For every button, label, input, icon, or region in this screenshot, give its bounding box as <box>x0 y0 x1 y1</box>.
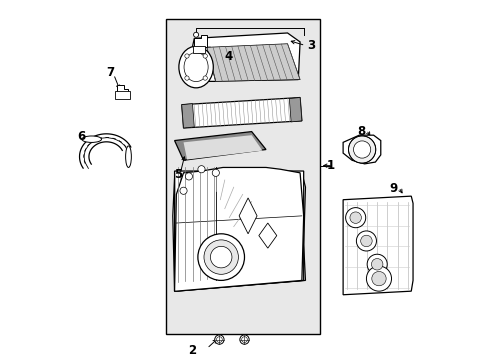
Circle shape <box>348 136 375 163</box>
Circle shape <box>356 231 376 251</box>
Polygon shape <box>174 132 265 160</box>
Circle shape <box>203 240 238 274</box>
Bar <box>165 19 319 334</box>
Ellipse shape <box>183 53 208 82</box>
Text: 6: 6 <box>77 130 85 144</box>
Circle shape <box>241 337 247 342</box>
Circle shape <box>360 235 371 247</box>
Circle shape <box>210 246 231 268</box>
Polygon shape <box>194 35 206 47</box>
Polygon shape <box>188 33 300 81</box>
Ellipse shape <box>81 136 102 143</box>
Circle shape <box>353 141 370 158</box>
Polygon shape <box>239 198 257 234</box>
Circle shape <box>203 54 207 58</box>
Circle shape <box>193 32 198 37</box>
Polygon shape <box>183 135 262 159</box>
Circle shape <box>214 335 224 344</box>
Circle shape <box>185 173 192 180</box>
Text: 4: 4 <box>224 50 232 63</box>
Text: 3: 3 <box>306 39 314 52</box>
Polygon shape <box>343 135 380 164</box>
Circle shape <box>195 40 200 44</box>
Text: 7: 7 <box>106 66 114 79</box>
Text: 5: 5 <box>174 168 182 181</box>
Circle shape <box>239 335 249 344</box>
Circle shape <box>366 254 386 274</box>
Polygon shape <box>174 167 303 291</box>
Polygon shape <box>117 85 128 94</box>
Circle shape <box>216 337 222 342</box>
Circle shape <box>371 258 382 270</box>
Circle shape <box>198 166 204 173</box>
Polygon shape <box>289 98 301 122</box>
Polygon shape <box>182 98 301 128</box>
Circle shape <box>371 271 386 286</box>
Polygon shape <box>258 223 276 248</box>
Circle shape <box>366 266 391 291</box>
Circle shape <box>184 54 189 58</box>
Circle shape <box>198 234 244 280</box>
Text: 1: 1 <box>326 159 334 172</box>
Polygon shape <box>183 45 215 81</box>
Polygon shape <box>206 44 300 81</box>
Circle shape <box>180 187 187 194</box>
Text: 2: 2 <box>188 344 196 357</box>
Circle shape <box>212 169 219 176</box>
Polygon shape <box>182 104 194 128</box>
Bar <box>115 91 129 99</box>
Polygon shape <box>174 171 303 291</box>
Text: 8: 8 <box>356 125 365 138</box>
Bar <box>192 45 204 53</box>
Ellipse shape <box>179 46 213 88</box>
Circle shape <box>345 208 365 228</box>
Text: 9: 9 <box>388 183 397 195</box>
Circle shape <box>349 212 361 224</box>
Polygon shape <box>172 173 305 291</box>
Polygon shape <box>343 196 412 295</box>
Ellipse shape <box>125 146 131 167</box>
Circle shape <box>184 76 189 80</box>
Circle shape <box>203 76 207 80</box>
